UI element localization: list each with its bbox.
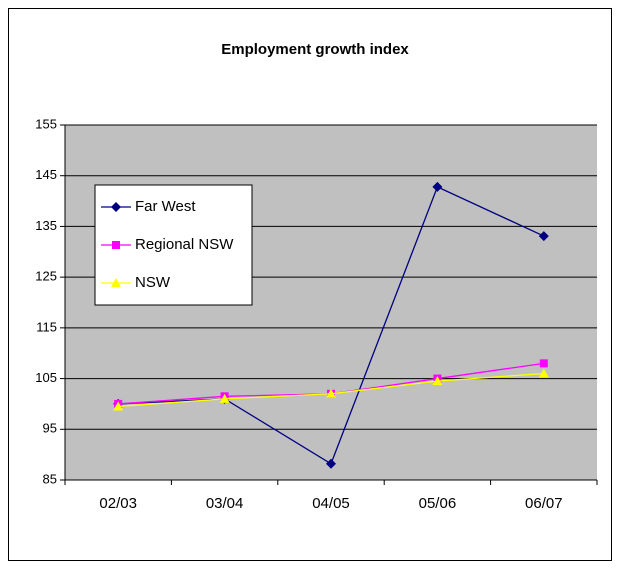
legend-label: NSW — [135, 274, 171, 291]
y-tick-label: 145 — [35, 167, 57, 182]
y-tick-label: 85 — [43, 471, 57, 486]
y-tick-label: 135 — [35, 218, 57, 233]
x-tick-label: 06/07 — [525, 495, 563, 512]
data-point — [326, 388, 336, 398]
x-tick-label: 04/05 — [312, 495, 350, 512]
data-point — [219, 393, 230, 403]
y-tick-label: 125 — [35, 269, 57, 284]
data-point — [432, 376, 443, 386]
legend-label: Regional NSW — [135, 236, 234, 253]
data-point — [432, 181, 443, 192]
x-tick-label: 05/06 — [419, 495, 457, 512]
x-tick-label: 02/03 — [99, 495, 137, 512]
legend-marker — [111, 202, 121, 212]
legend-marker — [111, 278, 121, 287]
x-tick-label: 03/04 — [206, 495, 244, 512]
y-tick-label: 155 — [35, 116, 57, 131]
data-point — [538, 231, 549, 242]
y-tick-label: 115 — [36, 319, 57, 334]
data-point — [538, 368, 549, 378]
data-point — [113, 401, 124, 411]
data-point — [326, 458, 336, 469]
chart-title: Employment growth index — [221, 41, 409, 58]
y-tick-label: 105 — [35, 370, 57, 385]
y-tick-label: 95 — [43, 421, 57, 436]
legend-marker — [112, 241, 120, 249]
data-point — [539, 359, 548, 368]
legend-label: Far West — [135, 198, 196, 215]
